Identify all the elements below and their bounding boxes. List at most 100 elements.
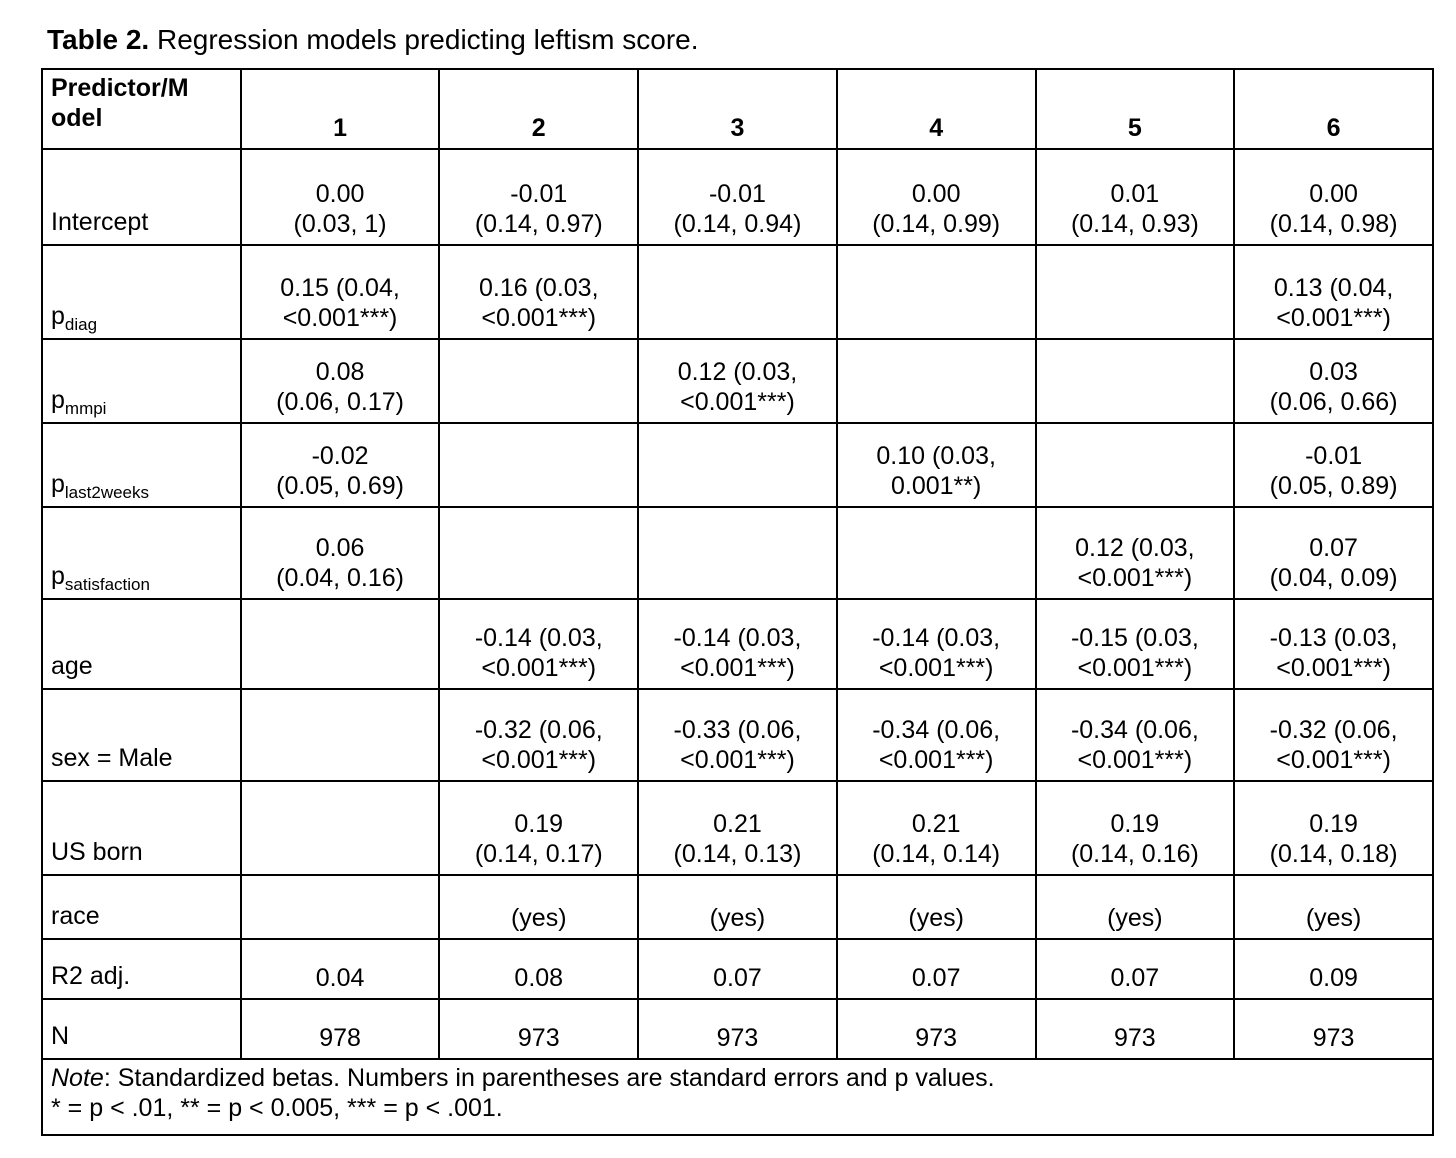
table-row: plast2weeks -0.02 (0.05, 0.69) 0.10 (0.0…	[41, 422, 1434, 508]
table-row: pdiag 0.15 (0.04, <0.001***) 0.16 (0.03,…	[41, 244, 1434, 340]
row-label: plast2weeks	[41, 422, 242, 508]
table-cell	[835, 506, 1037, 600]
row-label: sex = Male	[41, 688, 242, 782]
row-label-text: p	[51, 302, 65, 330]
table-cell: 0.07 (0.04, 0.09)	[1233, 506, 1434, 600]
table-title: Table 2. Regression models predicting le…	[47, 24, 1434, 56]
row-label: Intercept	[41, 148, 242, 246]
row-label: pmmpi	[41, 338, 242, 424]
table-cell: -0.01 (0.05, 0.89)	[1233, 422, 1434, 508]
row-label: age	[41, 598, 242, 690]
table-row: age -0.14 (0.03, <0.001***) -0.14 (0.03,…	[41, 598, 1434, 690]
row-label-text: US born	[51, 838, 143, 866]
row-label-subscript: mmpi	[64, 399, 107, 418]
table-cell: -0.01 (0.14, 0.97)	[438, 148, 640, 246]
predictor-model-header: Predictor/M odel	[41, 68, 242, 150]
table-cell	[637, 506, 838, 600]
row-label-text: race	[51, 902, 100, 930]
table-cell: 0.16 (0.03, <0.001***)	[438, 244, 640, 340]
table-row: Intercept 0.00 (0.03, 1) -0.01 (0.14, 0.…	[41, 148, 1434, 246]
table-row: N 978 973 973 973 973 973	[41, 998, 1434, 1060]
row-label-subscript: satisfaction	[64, 575, 150, 594]
table-cell	[1034, 244, 1236, 340]
table-cell: 0.08 (0.06, 0.17)	[239, 338, 441, 424]
row-label-text: N	[51, 1022, 70, 1050]
model-header-5: 5	[1034, 68, 1236, 150]
row-label: R2 adj.	[41, 938, 242, 1000]
table-footer: Note: Standardized betas. Numbers in par…	[41, 1058, 1434, 1136]
note-line1: Note: Standardized betas. Numbers in par…	[51, 1063, 1424, 1093]
table-cell: 0.00 (0.14, 0.99)	[835, 148, 1037, 246]
table-cell: 0.21 (0.14, 0.14)	[835, 780, 1037, 876]
table-note: Note: Standardized betas. Numbers in par…	[41, 1058, 1434, 1136]
table-cell	[438, 506, 640, 600]
table-cell: -0.33 (0.06, <0.001***)	[637, 688, 838, 782]
table-cell	[1034, 422, 1236, 508]
table-cell: 0.13 (0.04, <0.001***)	[1233, 244, 1434, 340]
table-cell: (yes)	[1034, 874, 1236, 940]
table-cell: 0.00 (0.14, 0.98)	[1233, 148, 1434, 246]
table-cell: 973	[1034, 998, 1236, 1060]
table-cell	[438, 338, 640, 424]
table-cell: 0.07	[835, 938, 1037, 1000]
regression-table: Predictor/M odel 1 2 3 4 5 6 Intercept 0…	[41, 68, 1434, 1136]
row-label: pdiag	[41, 244, 242, 340]
table-cell: 0.15 (0.04, <0.001***)	[239, 244, 441, 340]
table-row: US born 0.19 (0.14, 0.17) 0.21 (0.14, 0.…	[41, 780, 1434, 876]
model-header-1: 1	[239, 68, 441, 150]
table-cell: -0.32 (0.06, <0.001***)	[1233, 688, 1434, 782]
table-cell: -0.02 (0.05, 0.69)	[239, 422, 441, 508]
table-cell: 0.04	[239, 938, 441, 1000]
table-row: R2 adj. 0.04 0.08 0.07 0.07 0.07 0.09	[41, 938, 1434, 1000]
table-row: race (yes) (yes) (yes) (yes) (yes)	[41, 874, 1434, 940]
row-label-text: p	[51, 562, 65, 590]
table-cell: -0.34 (0.06, <0.001***)	[835, 688, 1037, 782]
model-header-4: 4	[835, 68, 1037, 150]
table-cell: -0.14 (0.03, <0.001***)	[637, 598, 838, 690]
table-cell: 0.12 (0.03, <0.001***)	[1034, 506, 1236, 600]
note-text: : Standardized betas. Numbers in parenth…	[103, 1064, 995, 1092]
row-label-text: Intercept	[51, 208, 149, 236]
table-cell: 0.06 (0.04, 0.16)	[239, 506, 441, 600]
table-title-label: Table 2.	[47, 24, 150, 55]
row-label-text: R2 adj.	[51, 962, 131, 990]
table-cell: 0.03 (0.06, 0.66)	[1233, 338, 1434, 424]
table-header: Predictor/M odel 1 2 3 4 5 6	[41, 68, 1434, 150]
row-label-subscript: last2weeks	[64, 483, 150, 502]
table-cell	[637, 422, 838, 508]
table-cell: -0.15 (0.03, <0.001***)	[1034, 598, 1236, 690]
table-body: Intercept 0.00 (0.03, 1) -0.01 (0.14, 0.…	[41, 148, 1434, 1060]
table-cell	[835, 244, 1037, 340]
row-label: N	[41, 998, 242, 1060]
row-label-text: age	[51, 652, 93, 680]
model-header-2: 2	[438, 68, 640, 150]
table-cell: 0.19 (0.14, 0.18)	[1233, 780, 1434, 876]
table-cell: 973	[438, 998, 640, 1060]
row-label-subscript: diag	[64, 315, 98, 334]
note-label: Note	[51, 1064, 104, 1092]
table-cell	[239, 874, 441, 940]
table-cell	[1034, 338, 1236, 424]
model-header-6: 6	[1233, 68, 1434, 150]
table-cell: -0.32 (0.06, <0.001***)	[438, 688, 640, 782]
table-cell	[438, 422, 640, 508]
table-cell: 0.08	[438, 938, 640, 1000]
table-cell	[239, 780, 441, 876]
table-cell: (yes)	[835, 874, 1037, 940]
note-row: Note: Standardized betas. Numbers in par…	[41, 1058, 1434, 1136]
table-cell: 0.07	[1034, 938, 1236, 1000]
model-header-3: 3	[637, 68, 838, 150]
note-line2: * = p < .01, ** = p < 0.005, *** = p < .…	[51, 1094, 503, 1122]
row-label-text: p	[51, 386, 65, 414]
table-cell: 0.09	[1233, 938, 1434, 1000]
table-cell: 0.19 (0.14, 0.16)	[1034, 780, 1236, 876]
row-label: US born	[41, 780, 242, 876]
row-label-text: sex = Male	[51, 744, 173, 772]
table-cell	[239, 688, 441, 782]
table-cell	[835, 338, 1037, 424]
table-cell: (yes)	[637, 874, 838, 940]
table-cell: 0.00 (0.03, 1)	[239, 148, 441, 246]
table-row: psatisfaction 0.06 (0.04, 0.16) 0.12 (0.…	[41, 506, 1434, 600]
row-label: race	[41, 874, 242, 940]
